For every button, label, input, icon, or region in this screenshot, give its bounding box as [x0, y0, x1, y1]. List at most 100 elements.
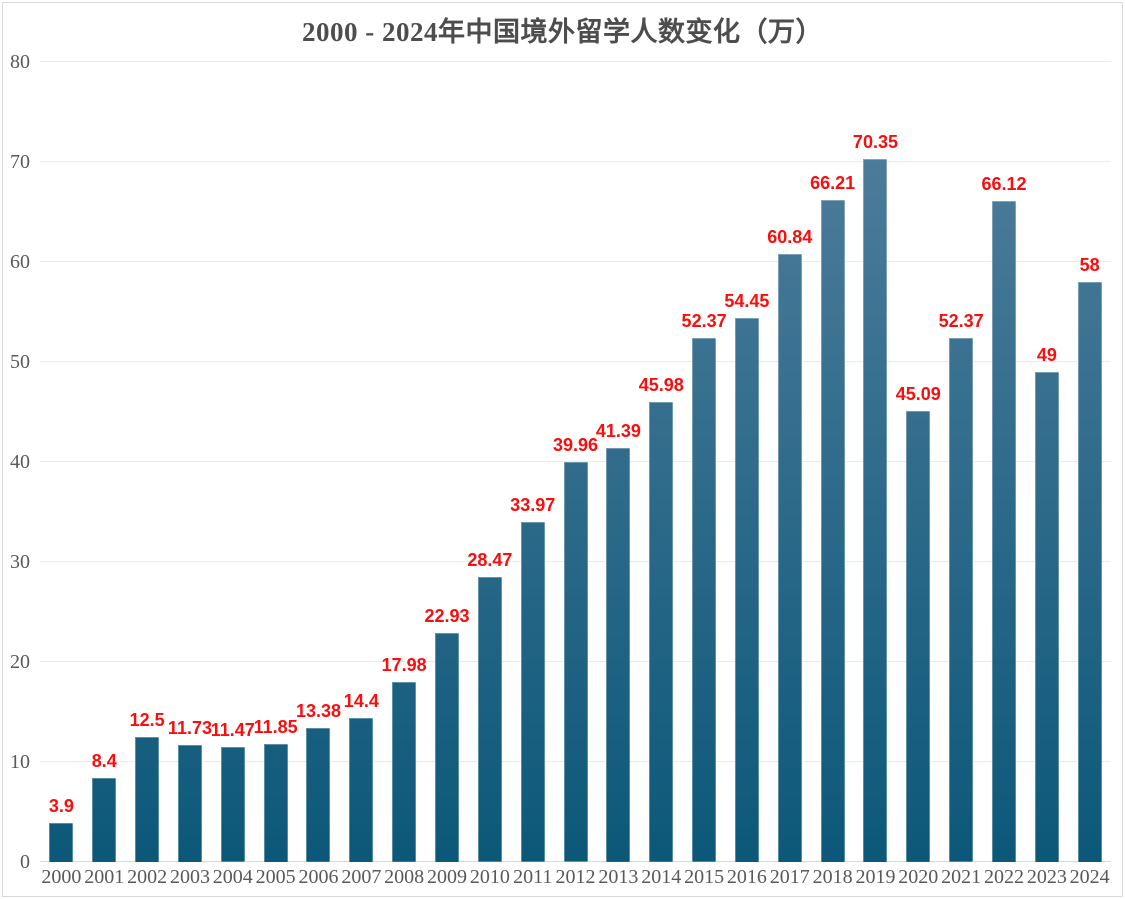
- bar-cell-2008: 17.98: [382, 62, 427, 862]
- bar-cell-2010: 28.47: [467, 62, 512, 862]
- bar-cell-2001: 8.4: [83, 62, 126, 862]
- gridline-50: [40, 361, 1111, 362]
- bar-value-label-2003: 11.73: [167, 717, 212, 738]
- bar-2004: 11.47: [211, 720, 255, 862]
- x-tick-label-2000: 2000: [41, 866, 82, 888]
- gridline-60: [40, 261, 1111, 262]
- x-tick-label-2017: 2017: [769, 866, 810, 888]
- x-tick-label-2016: 2016: [726, 866, 767, 888]
- x-tick-label-2019: 2019: [855, 866, 896, 888]
- plot-area: 3.9 8.4 12.5 11.73 11.47 11.85 13.38 14.4 17.98 2…: [40, 61, 1111, 862]
- y-tick-label-30: 30: [10, 551, 30, 573]
- bar-cell-2007: 14.4: [340, 62, 383, 862]
- bar-cell-2021: 52.37: [939, 62, 984, 862]
- bar-cell-2020: 45.09: [896, 62, 941, 862]
- bar-value-label-2009: 22.93: [424, 605, 470, 626]
- bar-2023: 49: [1034, 345, 1059, 862]
- bar-2021: 52.37: [939, 311, 984, 862]
- bar-cell-2013: 41.39: [596, 62, 641, 862]
- bar-value-label-2012: 39.96: [553, 435, 599, 456]
- bar-value-label-2019: 70.35: [852, 131, 898, 152]
- bar-cell-2005: 11.85: [254, 62, 298, 862]
- x-tick-label-2010: 2010: [469, 866, 510, 888]
- x-tick-label-2004: 2004: [212, 866, 253, 888]
- bar-value-label-2004: 11.47: [210, 720, 255, 741]
- bar-2014: 45.98: [639, 375, 684, 862]
- bar-cell-2018: 66.21: [810, 62, 855, 862]
- y-tick-label-50: 50: [10, 351, 30, 373]
- bar-value-label-2014: 45.98: [638, 375, 684, 396]
- x-tick-label-2008: 2008: [384, 866, 425, 888]
- bar-2022: 66.12: [981, 174, 1027, 862]
- bar-2012: 39.96: [553, 435, 598, 862]
- bar-cell-2016: 54.45: [724, 62, 769, 862]
- x-tick-label-2023: 2023: [1026, 866, 1067, 888]
- x-tick-label-2002: 2002: [127, 866, 168, 888]
- x-tick-label-2024: 2024: [1069, 866, 1110, 888]
- bar-2009: 22.93: [424, 606, 470, 862]
- bar-value-label-2002: 12.5: [129, 710, 165, 730]
- bar-2005: 11.85: [254, 717, 298, 862]
- bar-value-label-2005: 11.85: [253, 716, 298, 737]
- bar-value-label-2024: 58: [1079, 255, 1100, 275]
- bar-value-label-2013: 41.39: [595, 421, 641, 442]
- x-tick-label-2022: 2022: [983, 866, 1024, 888]
- bar-2013: 41.39: [596, 421, 641, 862]
- bar-cell-2019: 70.35: [853, 62, 898, 862]
- x-tick-label-2009: 2009: [427, 866, 468, 888]
- bar-cell-2011: 33.97: [510, 62, 555, 862]
- x-tick-label-2001: 2001: [84, 866, 125, 888]
- x-axis-labels: 2000 2001 2002 2003 2004 2005 2006 2007 2008 2009…: [40, 866, 1111, 889]
- bar-value-label-2001: 8.4: [91, 751, 117, 771]
- bar-cell-2000: 3.9: [40, 62, 83, 862]
- y-tick-label-60: 60: [10, 251, 30, 273]
- bar-value-label-2006: 13.38: [295, 701, 342, 722]
- y-tick-label-70: 70: [10, 151, 30, 173]
- y-tick-label-20: 20: [10, 651, 30, 673]
- bar-2008: 17.98: [382, 655, 427, 862]
- bar-cell-2015: 52.37: [682, 62, 727, 862]
- gridline-80: [40, 61, 1111, 62]
- bar-2010: 28.47: [467, 550, 512, 862]
- bar-value-label-2023: 49: [1036, 345, 1057, 365]
- bar-cell-2002: 12.5: [126, 62, 169, 862]
- bar-2000: 3.9: [49, 796, 74, 862]
- x-tick-label-2005: 2005: [255, 866, 296, 888]
- x-tick-label-2021: 2021: [941, 866, 982, 888]
- bar-2016: 54.45: [724, 291, 769, 862]
- bar-2002: 12.5: [130, 710, 165, 862]
- chart-title: 2000 - 2024年中国境外留学人数变化（万）: [302, 17, 823, 47]
- y-tick-label-0: 0: [20, 851, 30, 873]
- x-tick-label-2015: 2015: [684, 866, 725, 888]
- bar-cell-2006: 13.38: [295, 62, 342, 862]
- bar-2019: 70.35: [853, 132, 898, 862]
- bar-2020: 45.09: [896, 384, 941, 862]
- y-tick-label-40: 40: [10, 451, 30, 473]
- bar-2018: 66.21: [810, 173, 855, 862]
- gridline-70: [40, 161, 1111, 162]
- bar-value-label-2022: 66.12: [981, 173, 1027, 194]
- bar-cell-2014: 45.98: [639, 62, 684, 862]
- bar-2017: 60.84: [767, 227, 812, 862]
- bar-2007: 14.4: [344, 691, 379, 862]
- bar-value-label-2000: 3.9: [48, 796, 74, 816]
- x-tick-label-2020: 2020: [898, 866, 939, 888]
- x-tick-label-2018: 2018: [812, 866, 853, 888]
- bar-value-label-2017: 60.84: [767, 226, 813, 247]
- x-tick-label-2003: 2003: [169, 866, 210, 888]
- x-tick-label-2011: 2011: [513, 866, 553, 888]
- x-tick-label-2013: 2013: [598, 866, 639, 888]
- bar-2011: 33.97: [510, 495, 555, 862]
- bar-cell-2024: 58: [1068, 62, 1111, 862]
- bar-cell-2009: 22.93: [424, 62, 470, 862]
- bar-value-label-2018: 66.21: [810, 172, 856, 193]
- bar-value-label-2011: 33.97: [510, 495, 556, 516]
- bar-value-label-2007: 14.4: [343, 691, 379, 711]
- bar-cell-2012: 39.96: [553, 62, 598, 862]
- x-tick-label-2006: 2006: [298, 866, 339, 888]
- x-tick-label-2014: 2014: [641, 866, 682, 888]
- y-tick-label-80: 80: [10, 51, 30, 73]
- bar-cell-2022: 66.12: [981, 62, 1027, 862]
- bar-2001: 8.4: [92, 751, 117, 862]
